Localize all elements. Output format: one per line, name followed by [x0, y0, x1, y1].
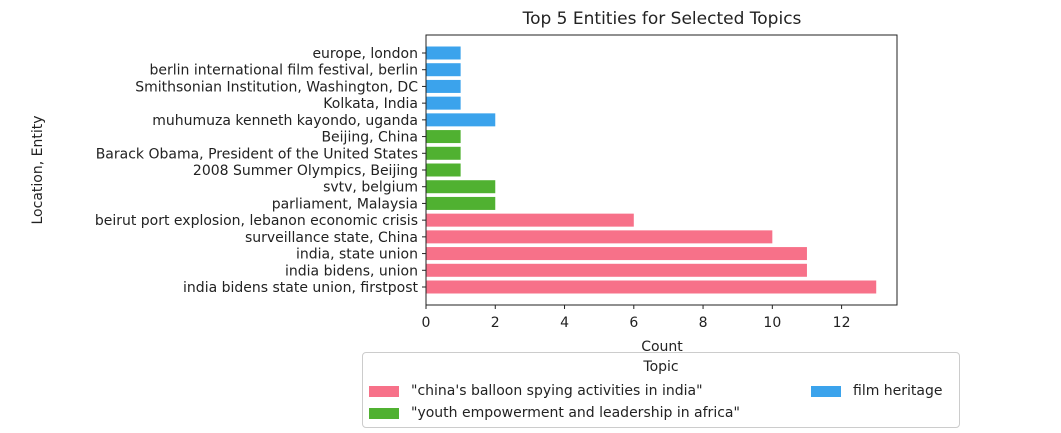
legend-label: "china's balloon spying activities in in… [411, 383, 703, 399]
x-axis-label: Count [641, 339, 683, 352]
x-tick-label: 2 [491, 315, 500, 331]
x-tick-label: 4 [560, 315, 569, 331]
y-tick-label: Beijing, China [321, 130, 418, 146]
y-tick-label: europe, london [312, 46, 418, 62]
legend: Topic "china's balloon spying activities… [362, 352, 960, 428]
x-tick-label: 12 [833, 315, 851, 331]
y-tick-label: berlin international film festival, berl… [150, 63, 419, 79]
bar [426, 163, 461, 177]
legend-item-china-balloon: "china's balloon spying activities in in… [369, 383, 703, 399]
y-tick-label: beirut port explosion, lebanon economic … [95, 213, 418, 229]
bars-layer [426, 46, 877, 294]
y-tick-label: surveillance state, China [245, 230, 418, 246]
legend-swatch [811, 385, 841, 397]
legend-label: film heritage [853, 383, 943, 399]
y-tick-label: 2008 Summer Olympics, Beijing [193, 163, 418, 179]
legend-item-film-heritage: film heritage [811, 383, 943, 399]
bar [426, 63, 461, 77]
y-axis-label: Location, Entity [30, 116, 46, 225]
chart-title: Top 5 Entities for Selected Topics [522, 9, 802, 29]
y-tick-label: muhumuza kenneth kayondo, uganda [152, 113, 418, 129]
legend-swatch [369, 385, 399, 397]
legend-label: "youth empowerment and leadership in afr… [411, 405, 740, 421]
bar [426, 96, 461, 110]
y-tick-label: Kolkata, India [323, 96, 418, 112]
y-tick-label: india bidens state union, firstpost [183, 280, 418, 296]
bar [426, 196, 496, 210]
bar [426, 280, 877, 294]
bar [426, 263, 807, 277]
y-tick-label: Barack Obama, President of the United St… [96, 146, 418, 162]
x-tick-label: 6 [629, 315, 638, 331]
bar [426, 46, 461, 60]
y-tick-label: india, state union [296, 247, 418, 263]
legend-swatch [369, 407, 399, 419]
bar [426, 230, 773, 244]
bar [426, 213, 634, 227]
chart-canvas: Top 5 Entities for Selected Topics europ… [30, 9, 898, 352]
legend-title: Topic [643, 359, 679, 375]
x-tick-label: 10 [763, 315, 781, 331]
x-tick-label: 8 [699, 315, 708, 331]
y-tick-label: Smithsonian Institution, Washington, DC [135, 79, 418, 95]
x-tick-label: 0 [422, 315, 431, 331]
bar [426, 247, 807, 261]
y-tick-label: svtv, belgium [323, 180, 418, 196]
bar [426, 130, 461, 144]
plot-frame [425, 34, 898, 306]
x-axis-ticks: 0 2 4 6 8 10 12 [422, 305, 851, 331]
bar [426, 180, 496, 194]
bar [426, 146, 461, 160]
bar [426, 113, 496, 127]
y-tick-label: india bidens, union [285, 263, 418, 279]
y-tick-label: parliament, Malaysia [272, 196, 418, 212]
bar [426, 79, 461, 93]
legend-item-youth-empowerment: "youth empowerment and leadership in afr… [369, 405, 740, 421]
